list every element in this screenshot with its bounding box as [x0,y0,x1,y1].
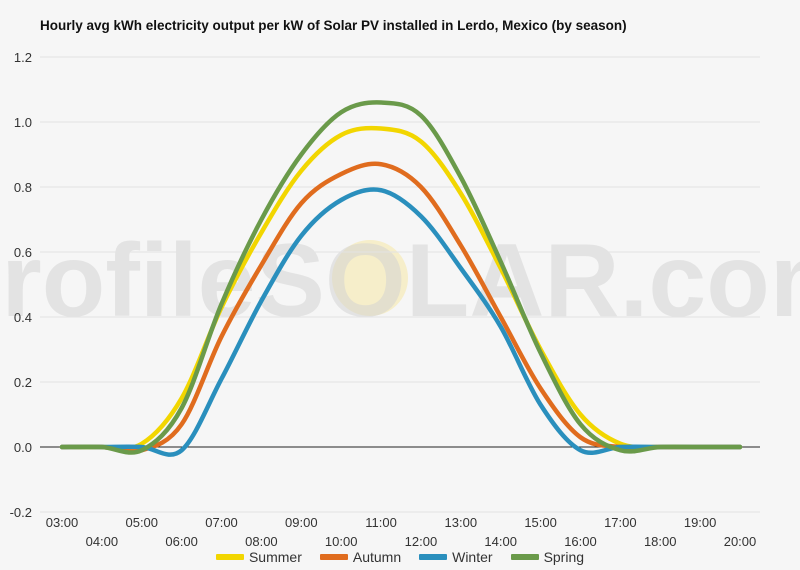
y-tick-label: 0.2 [14,375,32,390]
x-tick-label: 08:00 [245,534,278,549]
x-tick-label: 16:00 [564,534,597,549]
y-axis-ticks: 1.2 1.0 0.8 0.6 0.4 0.2 0.0 -0.2 [10,50,32,520]
x-tick-label: 15:00 [524,515,557,530]
watermark-text: profileSOLAR.com [0,223,800,339]
x-tick-label: 17:00 [604,515,637,530]
legend-swatch [419,554,448,560]
series-lines [59,100,743,457]
x-tick-label: 19:00 [684,515,717,530]
x-tick-label: 14:00 [484,534,517,549]
x-tick-label: 09:00 [285,515,318,530]
legend-swatch [319,554,348,560]
legend-swatch [510,554,539,560]
x-tick-label: 06:00 [165,534,198,549]
legend-label: Summer [248,549,302,565]
legend-label: Spring [543,549,585,565]
x-tick-label: 13:00 [445,515,478,530]
watermark-sun-icon [332,240,408,316]
x-tick-label: 18:00 [644,534,677,549]
series-line-winter [59,187,743,457]
series-line-spring [59,100,743,455]
legend-swatch [215,554,244,560]
y-tick-label: 0.6 [14,245,32,260]
y-tick-label: 1.2 [14,50,32,65]
series-line-summer [59,125,743,451]
y-tick-label: -0.2 [10,505,32,520]
y-tick-label: 1.0 [14,115,32,130]
legend-item-autumn[interactable]: Autumn [319,549,402,565]
y-tick-label: 0.0 [14,440,32,455]
chart-title: Hourly avg kWh electricity output per kW… [40,18,627,33]
legend-label: Winter [452,549,493,565]
x-axis-ticks: 03:00 04:00 05:00 06:00 07:00 08:00 09:00 10:00… [46,515,757,549]
y-tick-label: 0.8 [14,180,32,195]
x-tick-label: 05:00 [125,515,158,530]
legend-item-spring[interactable]: Spring [510,549,585,565]
legend-item-winter[interactable]: Winter [419,549,493,565]
x-tick-label: 10:00 [325,534,358,549]
legend: Summer Autumn Winter Spring [0,549,800,565]
x-tick-label: 11:00 [365,515,397,530]
y-tick-label: 0.4 [14,310,32,325]
legend-item-summer[interactable]: Summer [215,549,302,565]
legend-label: Autumn [352,549,402,565]
x-tick-label: 07:00 [205,515,238,530]
watermark: profileSOLAR.com [0,223,800,339]
x-tick-label: 04:00 [86,534,119,549]
x-tick-label: 20:00 [724,534,757,549]
x-tick-label: 03:00 [46,515,79,530]
x-tick-label: 12:00 [405,534,438,549]
